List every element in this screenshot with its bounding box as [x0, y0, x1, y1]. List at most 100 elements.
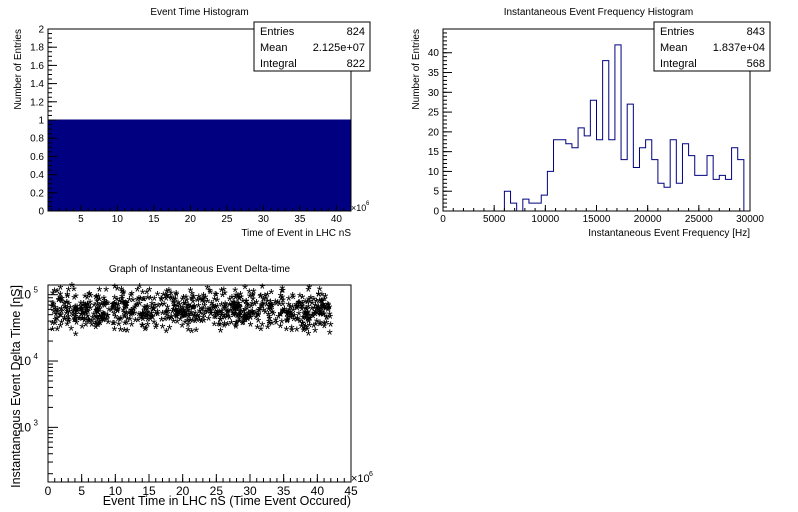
scatter-point: * — [180, 304, 186, 321]
scatter-point: * — [89, 315, 95, 332]
scatter-point: * — [140, 319, 146, 336]
scatter-point: * — [303, 306, 309, 323]
scatter-point: * — [233, 305, 239, 322]
scatter-point: * — [305, 313, 311, 330]
scatter-point: * — [316, 301, 322, 318]
scatter-point: * — [276, 310, 282, 327]
scatter-point: * — [311, 293, 317, 310]
scatter-point: * — [79, 303, 85, 320]
chart2-bin-1 — [511, 203, 517, 211]
scatter-point: * — [327, 310, 333, 327]
scatter-point: * — [168, 291, 174, 308]
scatter-point: * — [196, 290, 202, 307]
scatter-point: * — [189, 325, 195, 342]
chart2-ytick-label-3: 15 — [428, 147, 440, 158]
scatter-point: * — [96, 283, 102, 300]
scatter-point: * — [302, 295, 308, 312]
scatter-point: * — [251, 307, 257, 324]
scatter-point: * — [182, 307, 188, 324]
scatter-point: * — [286, 293, 292, 310]
chart3-xtick-label-8: 40 — [311, 484, 325, 498]
chart3-ylabel: Instantaneous Event Delta Time [nS] — [9, 285, 23, 488]
chart1-xtick-label-6: 35 — [294, 214, 306, 225]
scatter-point: * — [238, 288, 244, 305]
scatter-point: * — [186, 316, 192, 333]
scatter-point: * — [286, 306, 292, 323]
scatter-point: * — [187, 314, 193, 331]
scatter-point: * — [89, 318, 95, 335]
scatter-point: * — [236, 293, 242, 310]
scatter-point: * — [207, 286, 213, 303]
scatter-point: * — [129, 288, 135, 305]
scatter-point: * — [243, 295, 249, 312]
scatter-point: * — [122, 297, 128, 314]
scatter-point: * — [259, 319, 265, 336]
chart1-stat-label-0: Entries — [260, 26, 295, 38]
scatter-point: * — [236, 309, 242, 326]
scatter-point: * — [234, 297, 240, 314]
scatter-point: * — [248, 318, 254, 335]
scatter-point: * — [187, 301, 193, 318]
scatter-point: * — [285, 314, 291, 331]
scatter-point: * — [210, 300, 216, 317]
scatter-point: * — [320, 298, 326, 315]
scatter-point: * — [244, 302, 250, 319]
scatter-point: * — [85, 298, 91, 315]
scatter-point: * — [232, 284, 238, 301]
scatter-point: * — [250, 293, 256, 310]
scatter-point: * — [158, 298, 164, 315]
chart2-bin-16 — [603, 61, 609, 211]
chart2-bin-14 — [590, 100, 596, 211]
chart3-xtick-label-2: 10 — [109, 484, 123, 498]
scatter-point: * — [71, 314, 77, 331]
scatter-point: * — [111, 323, 117, 340]
scatter-point: * — [199, 303, 205, 320]
scatter-point: * — [180, 310, 186, 327]
scatter-point: * — [86, 315, 92, 332]
scatter-point: * — [213, 311, 219, 328]
scatter-point: * — [124, 324, 130, 341]
scatter-point: * — [261, 304, 267, 321]
scatter-point: * — [73, 290, 79, 307]
scatter-point: * — [315, 303, 321, 320]
chart3-xlabel: Event Time in LHC nS (Time Event Occured… — [103, 494, 351, 508]
chart3-xtick-label-4: 20 — [176, 484, 190, 498]
scatter-point: * — [174, 310, 180, 327]
scatter-point: * — [289, 321, 295, 338]
scatter-point: * — [164, 309, 170, 326]
scatter-point: * — [284, 315, 290, 332]
chart1-xtick-label-0: 5 — [78, 214, 84, 225]
scatter-point: * — [231, 303, 237, 320]
scatter-point: * — [118, 312, 124, 329]
scatter-point: * — [52, 285, 58, 302]
scatter-point: * — [268, 286, 274, 303]
chart2-xtick-label-5: 25000 — [685, 214, 713, 225]
scatter-point: * — [64, 297, 70, 314]
chart2-xtick-label-0: 0 — [440, 214, 446, 225]
scatter-point: * — [256, 305, 262, 322]
scatter-point: * — [266, 303, 272, 320]
scatter-point: * — [289, 307, 295, 324]
chart2-bin-18 — [615, 45, 621, 211]
scatter-point: * — [160, 321, 166, 338]
chart2-stat-value-1: 1.837e+04 — [713, 42, 765, 54]
scatter-point: * — [53, 308, 59, 325]
scatter-point: * — [130, 304, 136, 321]
scatter-point: * — [94, 293, 100, 310]
scatter-point: * — [74, 317, 80, 334]
scatter-point: * — [190, 315, 196, 332]
scatter-point: * — [250, 305, 256, 322]
scatter-point: * — [260, 297, 266, 314]
chart2-bin-30 — [689, 156, 695, 211]
scatter-point: * — [245, 313, 251, 330]
scatter-point: * — [192, 310, 198, 327]
scatter-point: * — [66, 284, 72, 301]
scatter-point: * — [100, 308, 106, 325]
scatter-point: * — [225, 305, 231, 322]
chart1-xtick-label-3: 20 — [185, 214, 197, 225]
scatter-point: * — [101, 299, 107, 316]
scatter-point: * — [314, 307, 320, 324]
chart3-points: * * ************ ** ** ******** ***** ** *** ****… — [49, 279, 333, 345]
scatter-point: * — [115, 305, 121, 322]
chart2-stat-label-2: Integral — [660, 58, 697, 70]
